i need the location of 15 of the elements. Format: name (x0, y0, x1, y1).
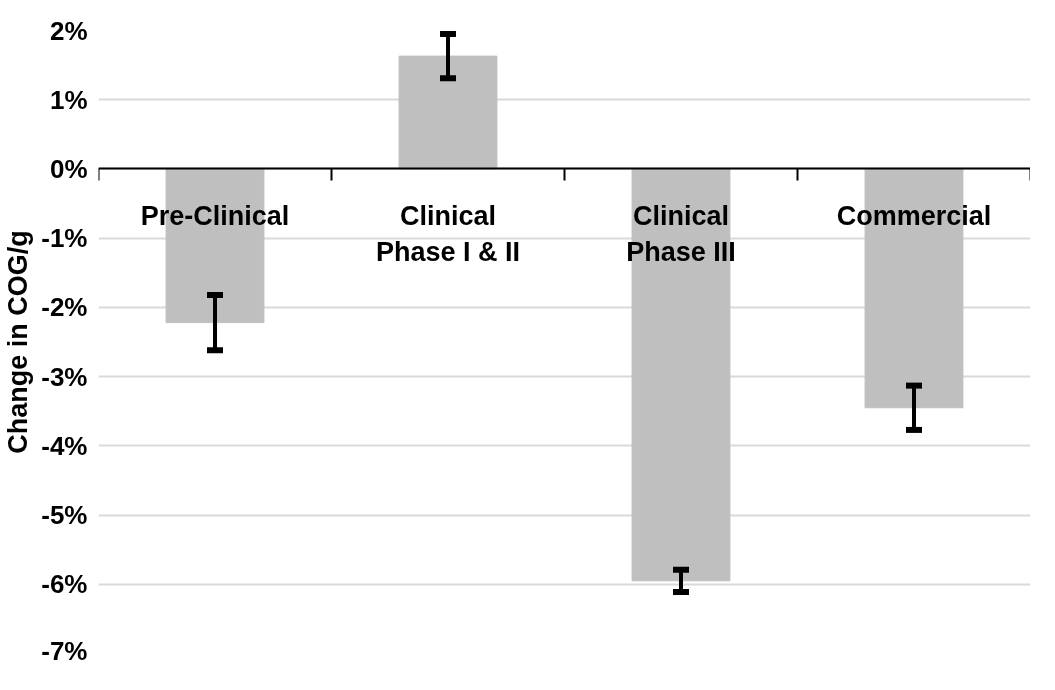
y-tick-label: -5% (41, 500, 88, 531)
x-tick-label: Clinical Phase I & II (375, 200, 521, 267)
y-tick-label: -6% (41, 569, 88, 600)
y-tick-label: 1% (49, 84, 88, 115)
x-tick-label: Pre-Clinical (140, 200, 290, 231)
x-tick-label: Clinical Phase III (626, 200, 736, 267)
x-tick-label: Commercial (836, 200, 992, 231)
y-tick-label: 0% (49, 153, 88, 184)
y-tick-label: -2% (41, 292, 88, 323)
y-tick-label: -4% (41, 430, 88, 461)
y-tick-label: -7% (41, 635, 88, 666)
y-tick-label: 2% (49, 15, 88, 46)
y-tick-label: -3% (41, 361, 88, 392)
y-tick-label: -1% (41, 223, 88, 254)
y-axis-title: Change in COG/g (3, 230, 34, 454)
